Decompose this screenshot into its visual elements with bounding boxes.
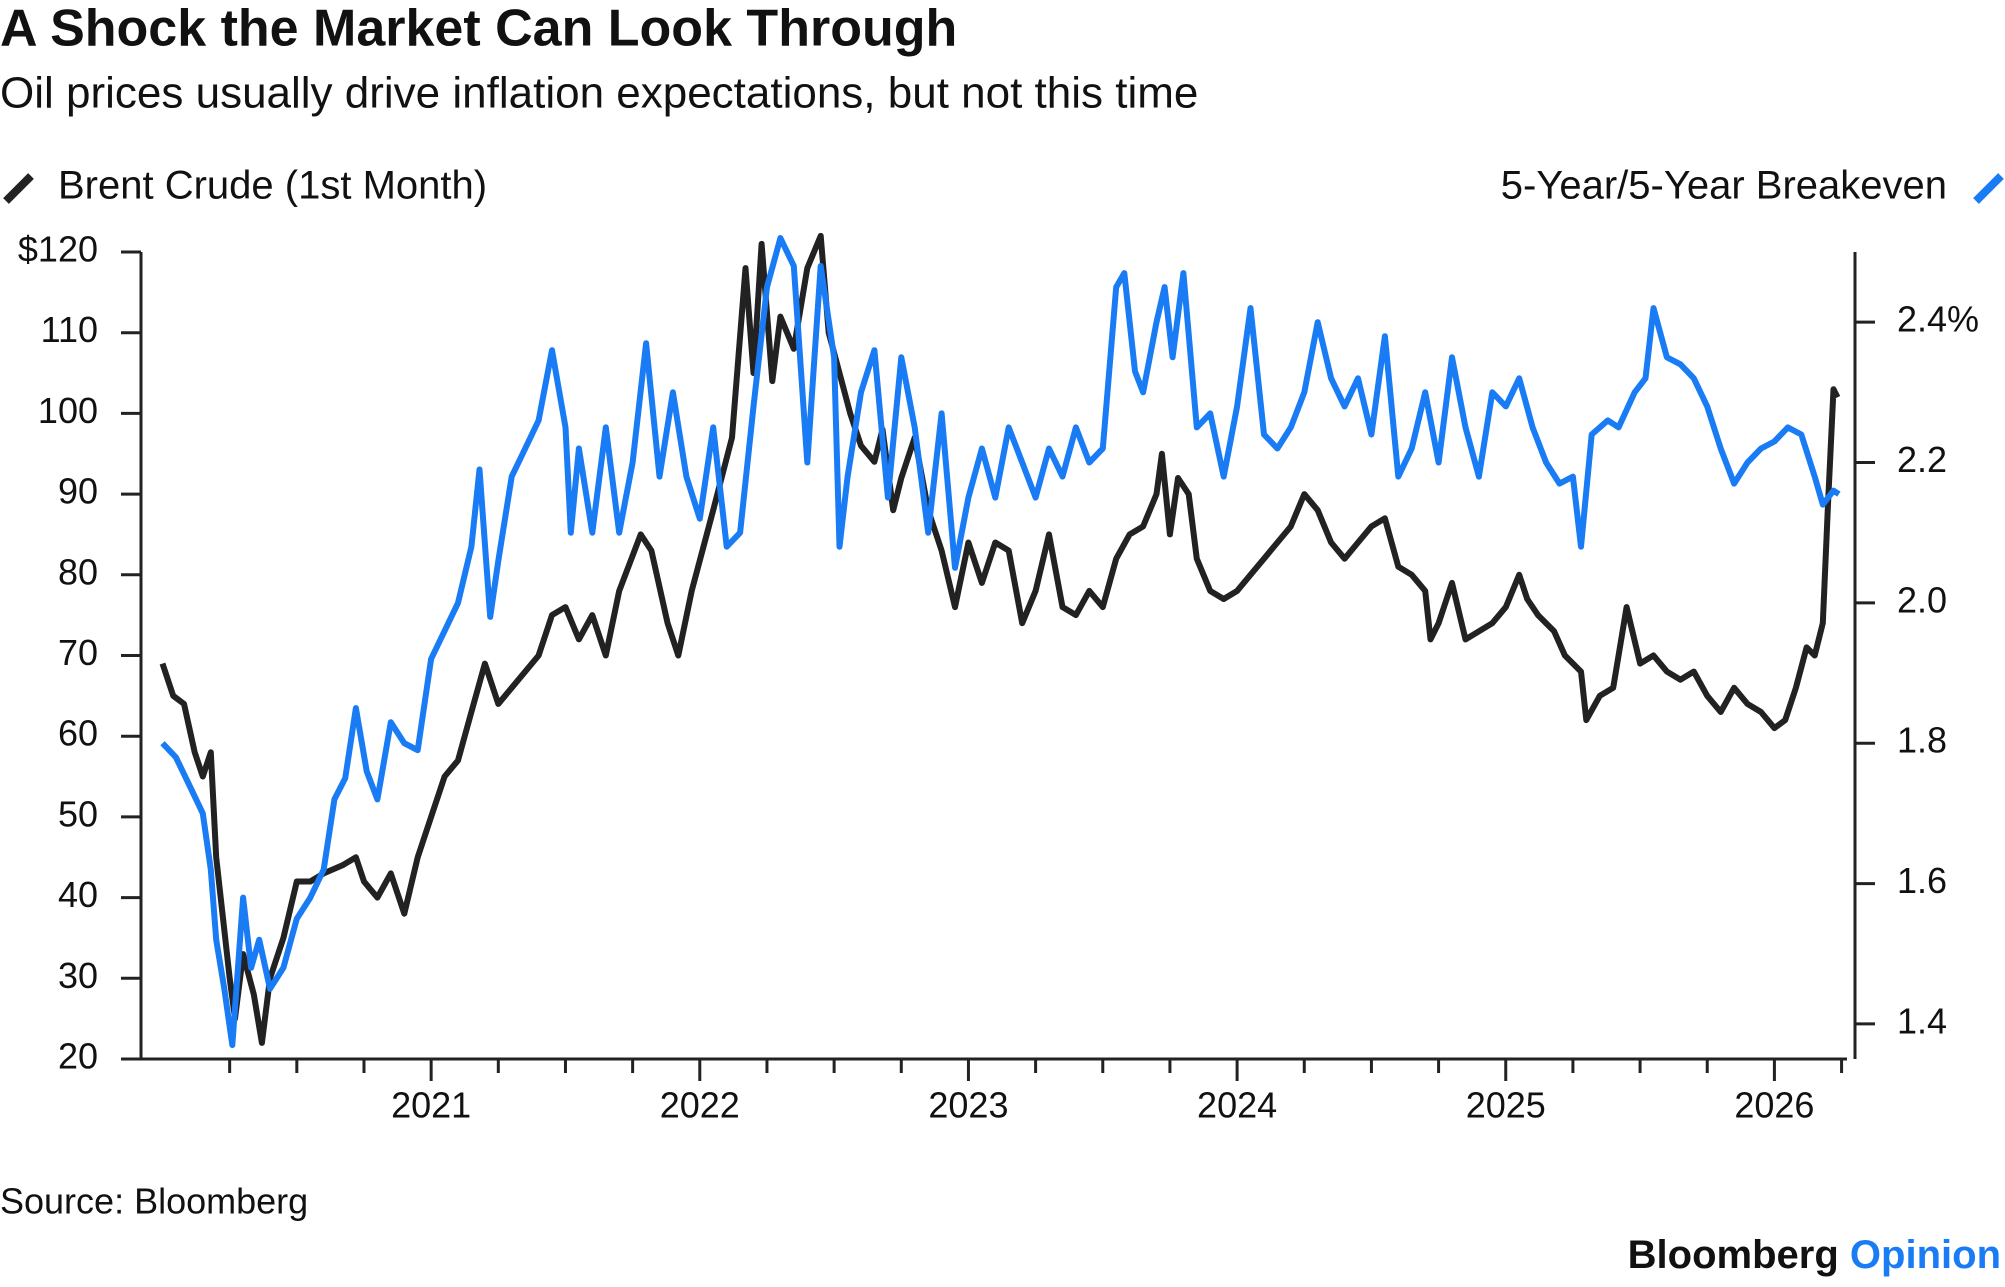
y-tick-label: 40 xyxy=(58,874,98,915)
y-tick-label: 50 xyxy=(58,793,98,834)
legend-swatch xyxy=(1973,173,2004,204)
x-tick-label: 2021 xyxy=(391,1085,471,1126)
y-tick-label: 110 xyxy=(41,309,98,350)
y2-tick-label: 1.4 xyxy=(1897,1000,1947,1041)
y-tick-label: 60 xyxy=(58,713,98,754)
x-tick-label: 2024 xyxy=(1197,1085,1277,1126)
y-tick-label: 100 xyxy=(38,390,98,431)
y2-tick-label: 2.2 xyxy=(1897,439,1947,480)
legend-label: 5-Year/5-Year Breakeven xyxy=(1501,164,1947,208)
brand: Bloomberg Opinion xyxy=(1628,1233,2001,1277)
y-tick-label: 80 xyxy=(58,551,98,592)
x-tick-label: 2022 xyxy=(660,1085,740,1126)
x-tick-label: 2025 xyxy=(1466,1085,1546,1126)
y2-tick-label: 2.4% xyxy=(1897,299,1979,340)
series-line xyxy=(159,232,1841,1046)
y-tick-label: $120 xyxy=(18,229,98,270)
legend-label: Brent Crude (1st Month) xyxy=(58,164,487,208)
y-tick-label: 70 xyxy=(58,632,98,673)
y-tick-label: 20 xyxy=(58,1036,98,1077)
brand-name: Bloomberg xyxy=(1628,1233,1839,1277)
chart-title: A Shock the Market Can Look Through xyxy=(0,0,957,58)
y2-tick-label: 2.0 xyxy=(1897,579,1947,620)
y-tick-label: 90 xyxy=(58,471,98,512)
y2-tick-label: 1.8 xyxy=(1897,720,1947,761)
x-tick-label: 2026 xyxy=(1734,1085,1814,1126)
legend-swatch xyxy=(3,173,34,204)
y-tick-label: 30 xyxy=(58,955,98,996)
brand-section: Opinion xyxy=(1850,1233,2001,1277)
source-note: Source: Bloomberg xyxy=(0,1181,308,1222)
y2-tick-label: 1.6 xyxy=(1897,860,1947,901)
x-tick-label: 2023 xyxy=(928,1085,1008,1126)
series-line xyxy=(160,235,1841,1048)
chart-subtitle: Oil prices usually drive inflation expec… xyxy=(0,69,1198,118)
